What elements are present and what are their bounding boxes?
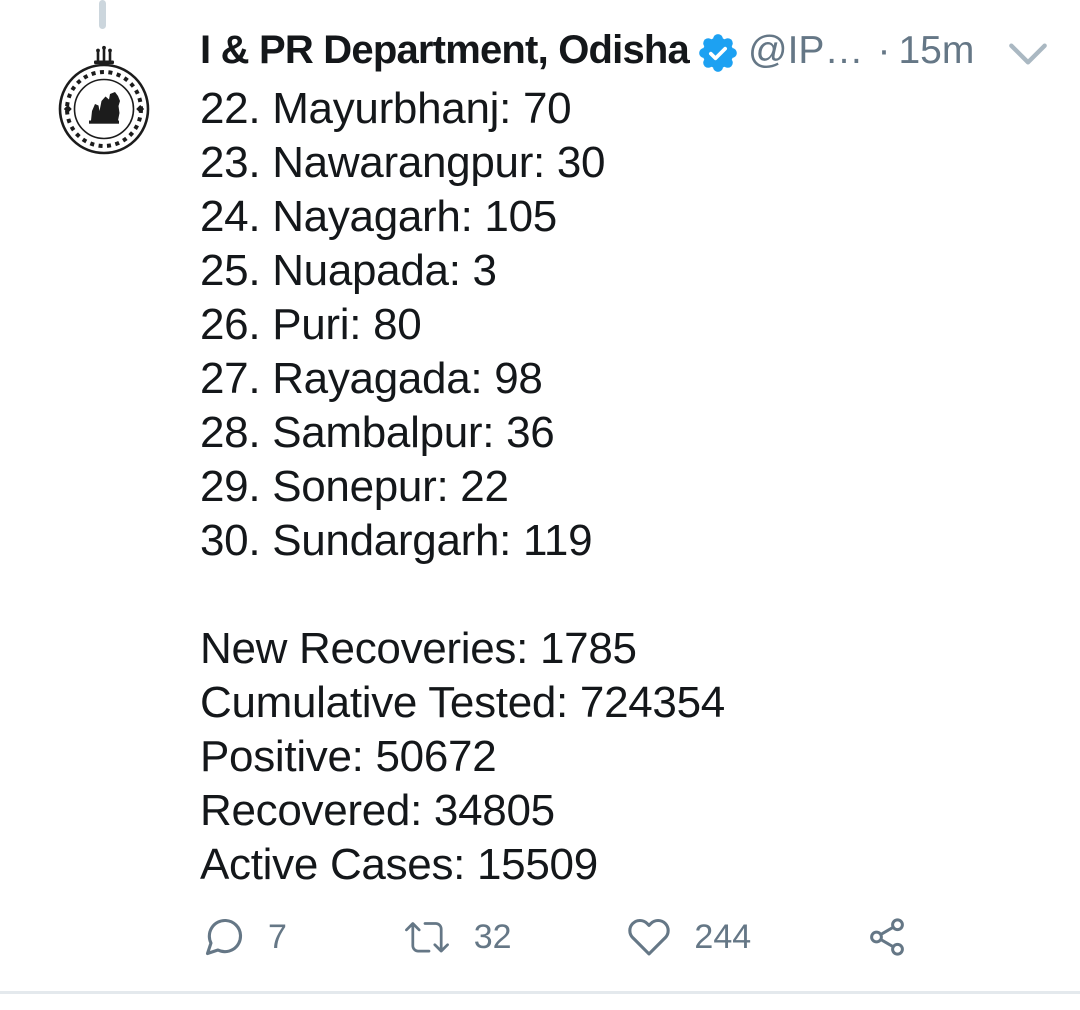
timestamp: 15m [898, 28, 975, 72]
odisha-state-emblem-icon [58, 45, 150, 155]
retweet-icon [404, 922, 449, 953]
tweet-text-line: 29. Sonepur: 22 [200, 462, 509, 511]
tweet-text: 22. Mayurbhanj: 70 23. Nawarangpur: 30 2… [200, 82, 725, 892]
tweet-text-line: New Recoveries: 1785 [200, 624, 637, 673]
heart-icon [628, 918, 671, 956]
reply-button[interactable]: 7 [202, 915, 287, 959]
tweet-text-line: 28. Sambalpur: 36 [200, 408, 555, 457]
avatar[interactable] [54, 44, 154, 156]
tweet-text-blank-line [200, 568, 725, 622]
tweet-action-bar: 7 32 244 [202, 906, 908, 968]
like-count: 244 [694, 917, 752, 956]
thread-connector-line [99, 0, 106, 29]
share-icon [870, 918, 904, 956]
tweet-text-line: Recovered: 34805 [200, 786, 555, 835]
tweet-text-line: 22. Mayurbhanj: 70 [200, 84, 572, 133]
reply-count: 7 [268, 917, 287, 956]
verified-badge-icon [699, 33, 737, 72]
tweet-text-line: 24. Nayagarh: 105 [200, 192, 557, 241]
chevron-down-icon[interactable] [1008, 42, 1048, 66]
tweet-text-line: 25. Nuapada: 3 [200, 246, 497, 295]
tweet-text-line: 23. Nawarangpur: 30 [200, 138, 606, 187]
share-button[interactable] [866, 915, 908, 959]
header-separator: · [877, 28, 891, 72]
reply-icon [205, 918, 243, 956]
like-button[interactable]: 244 [626, 915, 751, 959]
user-handle[interactable]: @IP… [748, 28, 864, 72]
tweet-text-line: 26. Puri: 80 [200, 300, 422, 349]
tweet-text-line: Cumulative Tested: 724354 [200, 678, 725, 727]
tweet-text-line: 27. Rayagada: 98 [200, 354, 543, 403]
retweet-count: 32 [473, 917, 512, 956]
retweet-button[interactable]: 32 [402, 915, 512, 959]
tweet-header: I & PR Department, Odisha @IP… · 15m [200, 28, 1048, 73]
tweet-divider [0, 991, 1080, 994]
tweet-text-line: Active Cases: 15509 [200, 840, 598, 889]
tweet-text-line: Positive: 50672 [200, 732, 497, 781]
tweet-text-line: 30. Sundargarh: 119 [200, 516, 593, 565]
display-name[interactable]: I & PR Department, Odisha [200, 28, 690, 72]
